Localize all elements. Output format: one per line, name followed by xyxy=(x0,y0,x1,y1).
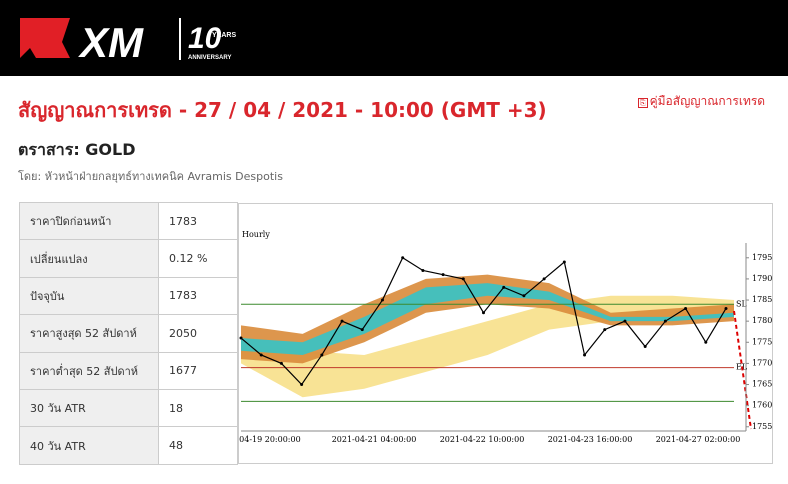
guide-link-text[interactable]: คู่มือสัญญาณการเทรด xyxy=(649,94,766,108)
price-point xyxy=(502,285,506,289)
row-value: 0.12 % xyxy=(158,239,238,278)
logo: XM 10 YEARS ANNIVERSARY xyxy=(20,18,236,66)
price-point xyxy=(259,353,263,357)
page-title: สัญญาณการเทรด - 27 / 04 / 2021 - 10:00 (… xyxy=(18,98,547,122)
row-value: 1783 xyxy=(158,201,238,241)
price-point xyxy=(724,306,728,310)
price-point xyxy=(360,328,364,332)
row-label: ราคาปิดก่อนหน้า xyxy=(19,201,159,241)
chart: HourlySLEL175517601765177017751780178517… xyxy=(238,203,773,464)
row-label: ราคาต่ำสุด 52 สัปดาห์ xyxy=(19,351,159,390)
row-value: 18 xyxy=(158,388,238,428)
badge-top: YEARS xyxy=(212,32,236,39)
target-arrow xyxy=(733,310,752,430)
table-row: ราคาสูงสุด 52 สัปดาห์ 2050 xyxy=(19,314,238,353)
row-label: ปัจจุบัน xyxy=(19,276,159,316)
price-point xyxy=(583,353,587,357)
y-tick-label: 1780 xyxy=(752,316,772,325)
y-tick-label: 1765 xyxy=(752,380,772,389)
price-point xyxy=(401,256,405,260)
badge-number: 10 xyxy=(188,22,222,55)
price-point xyxy=(320,353,324,357)
price-point xyxy=(340,319,344,323)
row-value: 1677 xyxy=(158,351,238,390)
table-row: ราคาต่ำสุด 52 สัปดาห์ 1677 xyxy=(19,351,238,390)
indicator-band xyxy=(241,274,734,364)
row-label: 40 วัน ATR xyxy=(19,426,159,465)
price-point xyxy=(421,268,425,272)
row-value: 48 xyxy=(158,426,238,465)
price-point xyxy=(684,306,688,310)
price-point xyxy=(482,311,485,315)
instrument: ตราสาร: GOLD xyxy=(18,140,136,159)
table-row: ปัจจุบัน 1783 xyxy=(19,276,238,316)
y-tick-label: 1775 xyxy=(752,337,772,346)
byline: โดย: หัวหน้าฝ่ายกลยุทธ์ทางเทคนิค Avramis… xyxy=(18,170,283,183)
price-point xyxy=(603,328,607,332)
price-point xyxy=(239,336,243,340)
row-value: 2050 xyxy=(158,314,238,353)
badge-bottom: ANNIVERSARY xyxy=(188,55,231,61)
x-tick-label: 2021-04-27 02:00:00 xyxy=(656,435,741,444)
level-label: SL xyxy=(736,299,747,308)
price-point xyxy=(542,277,546,281)
y-tick-label: 1785 xyxy=(752,295,772,304)
table-row: ราคาปิดก่อนหน้า 1783 xyxy=(19,201,238,241)
chart-label: Hourly xyxy=(242,230,270,239)
price-point xyxy=(522,294,526,298)
table-row: 30 วัน ATR 18 xyxy=(19,388,238,428)
price-point xyxy=(704,340,708,344)
x-tick-label: 2021-04-22 10:00:00 xyxy=(440,435,525,444)
pdf-icon: ⎘ xyxy=(638,98,648,108)
y-tick-label: 1790 xyxy=(752,274,772,283)
price-point xyxy=(643,345,647,349)
x-tick-label: 2021-04-23 16:00:00 xyxy=(548,435,633,444)
price-point xyxy=(279,361,283,365)
y-tick-label: 1755 xyxy=(752,422,772,431)
x-tick-label: 2021-04-21 04:00:00 xyxy=(332,435,417,444)
price-point xyxy=(562,260,566,264)
row-value: 1783 xyxy=(158,276,238,316)
info-table: ราคาปิดก่อนหน้า 1783 เปลี่ยนแปลง 0.12 % ปัจจ… xyxy=(19,201,238,465)
row-label: เปลี่ยนแปลง xyxy=(19,239,159,278)
price-point xyxy=(300,383,304,387)
price-point xyxy=(380,298,384,302)
x-tick-label: 1-04-19 20:00:00 xyxy=(238,435,301,444)
header: XM 10 YEARS ANNIVERSARY xyxy=(0,0,788,76)
table-row: เปลี่ยนแปลง 0.12 % xyxy=(19,239,238,278)
table-row: 40 วัน ATR 48 xyxy=(19,426,238,465)
y-tick-label: 1770 xyxy=(752,358,772,367)
logo-text: XM xyxy=(78,19,144,66)
price-point xyxy=(441,273,445,277)
row-label: ราคาสูงสุด 52 สัปดาห์ xyxy=(19,314,159,353)
logo-icon xyxy=(20,18,70,58)
row-label: 30 วัน ATR xyxy=(19,388,159,428)
price-point xyxy=(461,277,465,281)
guide-link[interactable]: ⎘ คู่มือสัญญาณการเทรด xyxy=(638,92,765,111)
y-tick-label: 1760 xyxy=(752,401,772,410)
y-tick-label: 1795 xyxy=(752,253,772,262)
price-point xyxy=(663,319,667,323)
indicator-band xyxy=(241,283,734,355)
price-point xyxy=(623,319,627,323)
